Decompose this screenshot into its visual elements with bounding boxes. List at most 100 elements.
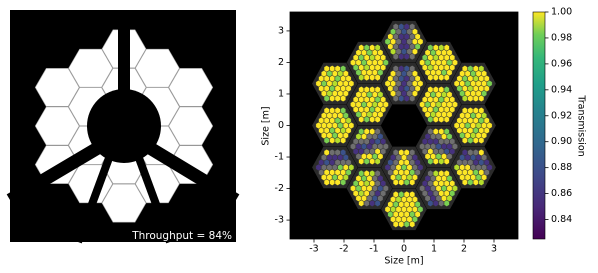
x-axis-label: Size [m] [384,256,423,267]
pupil-cell [403,191,410,198]
x-tick-label: 3 [491,244,497,255]
pupil-cell [392,65,399,73]
pupil-cell [443,128,450,136]
mirror-segment [34,68,80,107]
pupil-cell [403,23,410,31]
pupil-cell [403,65,410,73]
pupil-cell [478,65,485,73]
pupil-cell [358,44,365,52]
colorbar-tick-label: 0.94 [551,84,572,95]
colorbar-label: Transmission [576,94,587,156]
colorbar-tick-label: 0.84 [551,214,572,225]
pupil-cell [432,170,439,177]
mirror-segment [101,183,147,223]
pupil-image [6,10,240,244]
pupil-cell [427,170,434,177]
pupil-cell [467,65,474,73]
colorbar-tick-label: 1.00 [551,7,572,18]
pupil-cell [358,128,365,136]
pupil-cell [374,44,381,52]
pupil-cell [427,44,434,52]
mirror-segment [68,48,113,88]
pupil-cell [409,23,416,31]
throughput-annotation: Throughput = 84% [131,230,232,242]
pupil-cell [398,65,405,73]
mirror-segment [168,68,214,107]
spider-strut [132,148,174,244]
central-obscuration [87,89,161,163]
y-axis-label: Size [m] [261,106,272,145]
colorbar-tick-label: 0.90 [551,136,572,147]
pupil-cell [472,149,479,156]
x-tick-label: 1 [431,244,437,255]
pupil-cell [398,191,405,198]
pupil-cell [340,149,346,156]
pupil-cell [340,107,346,115]
pupil-cell [374,128,381,136]
x-tick-label: 2 [461,244,467,255]
y-tick-label: -3 [275,215,284,226]
pupil-cell [472,107,479,115]
y-tick-label: 0 [278,120,284,131]
pupil-cell [363,86,370,94]
pupil-cell [438,44,445,52]
pupil-cell [374,86,381,94]
y-tick-label: 3 [278,25,284,36]
pupil-cell [358,170,365,177]
pupil-cell [467,149,474,156]
pupil-cell [409,191,416,198]
pupil-cell [323,65,330,73]
pupil-cell [334,65,341,73]
pupil-cell [358,86,365,94]
y-tick-label: -2 [275,183,284,194]
colorbar-tick-label: 0.98 [551,32,572,43]
pupil-cell [392,149,399,156]
pupil-cell [329,65,336,73]
x-tick-label: -2 [339,244,348,255]
spider-strut [74,148,116,244]
pupil-cell [478,149,485,156]
pupil-cell [374,170,381,177]
pupil-cell [467,107,474,115]
pupil-cell [392,191,399,198]
pupil-cell [369,86,376,94]
pupil-cell [340,65,346,73]
pupil-cell [443,86,450,94]
pupil-cell [398,23,405,31]
pupil-cell [438,170,445,177]
pupil-cell [323,149,330,156]
heatmap-axes [290,12,518,239]
pupil-cell [432,128,439,136]
pupil-cell [427,128,434,136]
pupil-cell [462,107,468,115]
x-tick-label: -3 [309,244,318,255]
pupil-cell [369,44,376,52]
pupil-cell [398,149,405,156]
y-tick-label: -1 [275,152,284,163]
pupil-cell [427,86,434,94]
pupil-cell [334,149,341,156]
spider-strut [6,130,122,206]
colorbar-tick-label: 0.92 [551,110,572,121]
pupil-cell [329,149,336,156]
pupil-cell [409,65,416,73]
pupil-cell [403,149,410,156]
x-tick-label: -1 [369,244,378,255]
pupil-cell [443,44,450,52]
x-tick-label: 0 [401,244,407,255]
pupil-cell [409,149,416,156]
mirror-segment [135,48,180,88]
y-tick-label: 2 [278,57,284,68]
pupil-cell [363,44,370,52]
mirror-segment [34,106,80,146]
pupil-cell [462,65,468,73]
pupil-cell [472,65,479,73]
pupil-cell [432,44,439,52]
pupil-cell [478,107,485,115]
y-tick-label: 1 [278,88,284,99]
pupil-cell [323,107,330,115]
pupil-cell [363,170,370,177]
pupil-cell [363,128,370,136]
pupil-cell [443,170,450,177]
